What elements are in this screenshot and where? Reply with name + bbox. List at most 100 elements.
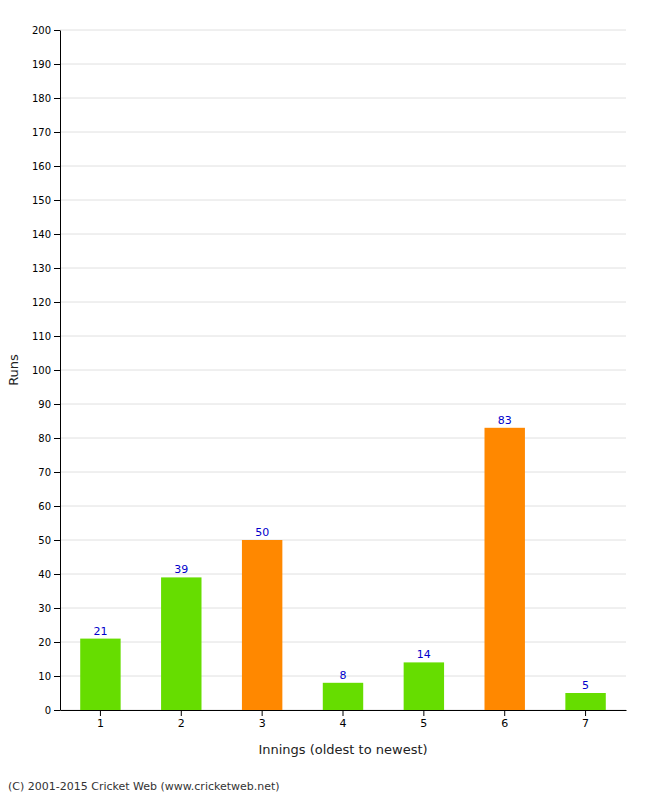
y-tick: 140 <box>32 229 60 240</box>
grid-line <box>60 64 626 65</box>
y-tick-label: 170 <box>32 127 51 138</box>
y-tick: 150 <box>32 195 60 206</box>
data-label: 39 <box>174 563 188 576</box>
y-tick-mark <box>54 370 60 371</box>
y-tick: 10 <box>38 671 60 682</box>
y-tick-mark <box>54 506 60 507</box>
y-tick: 160 <box>32 161 60 172</box>
y-tick: 130 <box>32 263 60 274</box>
grid-line <box>60 404 626 405</box>
y-tick-mark <box>54 302 60 303</box>
y-tick-label: 150 <box>32 195 51 206</box>
y-tick-label: 60 <box>38 501 51 512</box>
grid-line <box>60 234 626 235</box>
y-tick: 80 <box>38 433 60 444</box>
grid-line <box>60 200 626 201</box>
bar <box>485 428 525 710</box>
y-tick: 70 <box>38 467 60 478</box>
y-tick: 20 <box>38 637 60 648</box>
y-axis-title: Runs <box>6 354 21 386</box>
x-tick-mark <box>100 710 101 716</box>
bar <box>323 683 363 710</box>
y-tick-mark <box>54 336 60 337</box>
x-tick: 5 <box>420 710 427 730</box>
y-tick-label: 80 <box>38 433 51 444</box>
bar <box>80 639 120 710</box>
y-tick: 180 <box>32 93 60 104</box>
data-label: 83 <box>498 414 512 427</box>
y-tick: 100 <box>32 365 60 376</box>
y-tick: 110 <box>32 331 60 342</box>
y-tick-label: 20 <box>38 637 51 648</box>
y-tick-mark <box>54 574 60 575</box>
x-tick-mark <box>423 710 424 716</box>
plot: 2139508148351234567010203040506070809010… <box>32 25 627 730</box>
x-tick-label: 1 <box>97 717 104 730</box>
y-tick-mark <box>54 64 60 65</box>
x-axis: 1234567 <box>61 710 627 730</box>
x-tick-label: 2 <box>178 717 185 730</box>
grid-line <box>60 166 626 167</box>
grid-line <box>60 642 626 643</box>
x-tick-label: 5 <box>420 717 427 730</box>
y-tick-label: 90 <box>38 399 51 410</box>
y-tick: 50 <box>38 535 60 546</box>
x-tick-label: 6 <box>501 717 508 730</box>
grid-line <box>60 336 626 337</box>
grid <box>60 30 626 710</box>
bar <box>565 693 605 710</box>
x-tick-label: 4 <box>340 717 347 730</box>
y-tick-label: 190 <box>32 59 51 70</box>
data-labels: 213950814835 <box>93 414 589 692</box>
y-tick-label: 30 <box>38 603 51 614</box>
y-tick-mark <box>54 540 60 541</box>
y-tick: 170 <box>32 127 60 138</box>
x-tick-mark <box>181 710 182 716</box>
grid-line <box>60 302 626 303</box>
data-label: 8 <box>340 669 347 682</box>
y-tick: 60 <box>38 501 60 512</box>
bar <box>161 577 201 710</box>
data-label: 14 <box>417 648 431 661</box>
bar <box>404 662 444 710</box>
y-tick-label: 0 <box>45 705 51 716</box>
x-tick: 4 <box>340 710 347 730</box>
y-tick: 40 <box>38 569 60 580</box>
y-tick: 190 <box>32 59 60 70</box>
bars <box>80 428 606 710</box>
y-tick-mark <box>54 98 60 99</box>
grid-line <box>60 438 626 439</box>
y-tick-mark <box>54 676 60 677</box>
grid-line <box>60 506 626 507</box>
data-label: 21 <box>93 625 107 638</box>
y-tick-mark <box>54 472 60 473</box>
y-tick-mark <box>54 710 60 711</box>
x-tick: 6 <box>501 710 508 730</box>
y-tick-label: 200 <box>32 25 51 36</box>
y-tick: 120 <box>32 297 60 308</box>
y-tick: 30 <box>38 603 60 614</box>
y-tick-mark <box>54 608 60 609</box>
y-tick: 0 <box>45 705 60 716</box>
chart: 2139508148351234567010203040506070809010… <box>0 0 650 800</box>
x-axis-title: Innings (oldest to newest) <box>258 742 427 757</box>
grid-line <box>60 370 626 371</box>
grid-line <box>60 574 626 575</box>
x-tick-mark <box>262 710 263 716</box>
x-tick-mark <box>504 710 505 716</box>
grid-line <box>60 30 626 31</box>
grid-line <box>60 540 626 541</box>
y-tick-label: 100 <box>32 365 51 376</box>
grid-line <box>60 132 626 133</box>
y-tick-label: 160 <box>32 161 51 172</box>
grid-line <box>60 98 626 99</box>
x-tick: 3 <box>259 710 266 730</box>
y-axis: 0 10 20 30 40 50 60 70 80 90 100 110 120 130 140 150 160… <box>32 25 61 716</box>
x-tick: 2 <box>178 710 185 730</box>
bar <box>242 540 282 710</box>
y-tick-label: 120 <box>32 297 51 308</box>
y-tick-label: 50 <box>38 535 51 546</box>
y-tick-mark <box>54 200 60 201</box>
data-label: 5 <box>582 679 589 692</box>
y-axis-line <box>60 31 61 711</box>
